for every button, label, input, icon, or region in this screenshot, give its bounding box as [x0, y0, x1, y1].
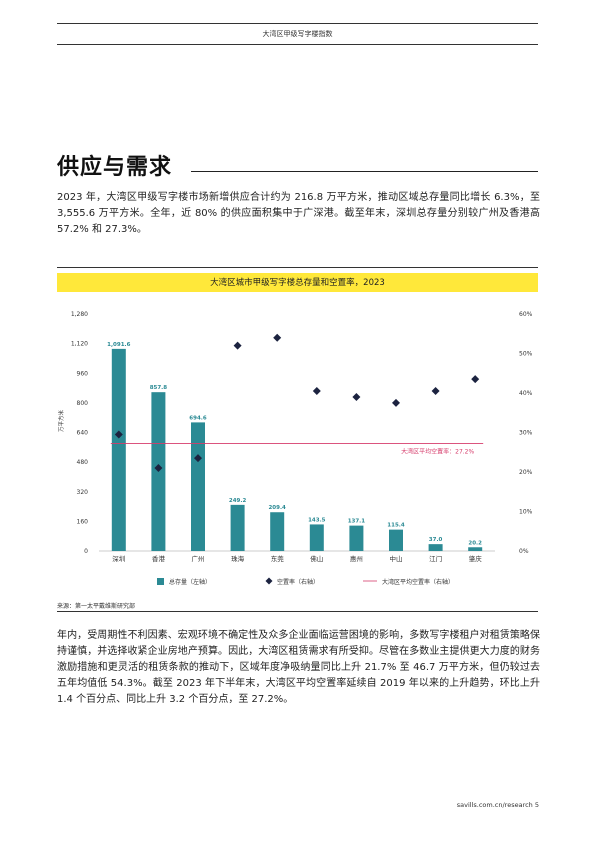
left-tick-label: 960: [77, 370, 89, 377]
vacancy-marker: [154, 464, 163, 473]
vacancy-marker: [114, 430, 123, 439]
stock-bar-value-label: 37.0: [429, 537, 443, 543]
section-title: 供应与需求: [57, 155, 173, 180]
stock-bar: [349, 525, 364, 551]
category-label: 肇庆: [469, 554, 483, 563]
category-label: 江门: [429, 554, 442, 563]
category-label: 珠海: [231, 554, 245, 563]
stock-bar-value-label: 857.8: [150, 385, 168, 391]
running-header-title: 大湾区甲级写字楼指数: [262, 30, 333, 38]
left-axis-ticks: 0 160 320 480 640 800 960 1,120 1,280: [71, 311, 88, 555]
legend-label-vacancy: 空置率（右轴）: [277, 578, 319, 586]
category-label: 惠州: [350, 554, 363, 563]
legend-swatch-vacancy: [265, 577, 273, 585]
stock-bar: [468, 547, 483, 551]
stock-bar-value-label: 1,091.6: [107, 342, 130, 348]
category-label: 佛山: [310, 554, 323, 563]
category-label: 广州: [192, 554, 205, 563]
vacancy-marker: [471, 375, 480, 384]
chart-title-banner: [57, 273, 538, 292]
legend-swatch-stock: [157, 578, 164, 585]
right-tick-label: 10%: [519, 509, 533, 516]
vacancy-marker: [392, 398, 400, 407]
stock-bar: [428, 544, 443, 551]
left-tick-label: 1,120: [71, 341, 88, 348]
stock-bar: [270, 512, 285, 551]
chart-title: 大湾区城市甲级写字楼总存量和空置率，2023: [210, 278, 385, 288]
stock-bar-value-label: 694.6: [189, 415, 207, 421]
stock-bar: [309, 524, 324, 551]
right-tick-label: 20%: [519, 469, 533, 476]
chart-source: 来源：第一太平戴维斯研究部: [57, 603, 136, 610]
stock-bar: [230, 504, 245, 551]
chart-legend: 总存量（左轴） 空置率（右轴） 大湾区平均空置率（右轴）: [157, 577, 454, 586]
vacancy-marker: [273, 333, 282, 342]
stock-bar-value-label: 137.1: [348, 519, 366, 525]
vacancy-marker: [194, 454, 202, 463]
intro-paragraph: 2023 年，大湾区甲级写字楼市场新增供应合计约为 216.8 万平方米，推动区…: [57, 192, 540, 235]
body-paragraph: 年内，受周期性不利因素、宏观环境不确定性及众多企业面临运营困境的影响，多数写字楼…: [57, 630, 540, 705]
right-tick-label: 50%: [519, 351, 533, 358]
stock-bar-labels: 1,091.6 857.8 694.6 249.2 209.4 143.5 137.1 115…: [107, 342, 482, 546]
stock-bar-value-label: 143.5: [308, 517, 326, 523]
section-title-rule: [191, 171, 538, 172]
stock-bar-value-label: 249.2: [229, 498, 247, 504]
category-label: 深圳: [112, 554, 125, 563]
stock-bar-value-label: 209.4: [268, 505, 286, 511]
stock-bar: [389, 529, 403, 551]
vacancy-marker: [352, 392, 361, 401]
category-label: 香港: [152, 554, 166, 563]
right-tick-label: 0%: [519, 548, 529, 555]
stock-bar-value-label: 115.4: [387, 523, 405, 529]
left-tick-label: 800: [77, 400, 89, 407]
vacancy-marker: [431, 387, 440, 396]
legend-label-stock: 总存量（左轴）: [169, 578, 211, 586]
vacancy-marker: [233, 341, 242, 350]
left-tick-label: 1,280: [71, 311, 88, 318]
category-label: 中山: [390, 554, 403, 563]
legend-label-average: 大湾区平均空置率（右轴）: [382, 578, 454, 586]
stock-vacancy-chart: 0 160 320 480 640 800 960 1,120 1,280 0% 10% 20% 30…: [57, 311, 533, 586]
left-tick-label: 0: [84, 548, 88, 555]
right-axis-ticks: 0% 10% 20% 30% 40% 50% 60%: [519, 311, 533, 555]
y-axis-label: 万平方米: [57, 410, 65, 433]
left-tick-label: 640: [77, 430, 89, 437]
left-tick-label: 480: [77, 459, 89, 466]
footer-page-reference: savills.com.cn/research 5: [456, 801, 539, 809]
header-bottom-rule: [57, 44, 538, 45]
right-tick-label: 30%: [519, 430, 533, 437]
chart-bottom-rule: [57, 611, 538, 612]
category-label: 东莞: [271, 554, 285, 563]
average-vacancy-annotation: 大湾区平均空置率：27.2%: [401, 448, 474, 456]
vacancy-marker: [312, 387, 321, 396]
chart-top-rule: [57, 267, 538, 268]
stock-bar: [111, 348, 126, 551]
stock-bar-value-label: 20.2: [468, 540, 482, 546]
stock-bar: [191, 422, 205, 551]
vacancy-markers: [114, 333, 480, 473]
right-tick-label: 60%: [519, 311, 533, 318]
left-tick-label: 160: [77, 518, 89, 525]
header-top-rule: [57, 23, 538, 24]
category-labels: 深圳 香港 广州 珠海 东莞 佛山 惠州 中山 江门 肇庆: [112, 554, 482, 563]
right-tick-label: 40%: [519, 390, 533, 397]
left-tick-label: 320: [77, 489, 89, 496]
